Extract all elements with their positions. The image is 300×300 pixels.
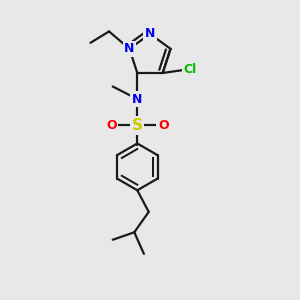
Text: N: N (124, 42, 135, 55)
Text: N: N (145, 27, 155, 40)
Text: N: N (132, 93, 142, 106)
Text: O: O (106, 119, 116, 132)
Text: S: S (132, 118, 143, 133)
Text: Cl: Cl (184, 64, 197, 76)
Text: O: O (158, 119, 169, 132)
